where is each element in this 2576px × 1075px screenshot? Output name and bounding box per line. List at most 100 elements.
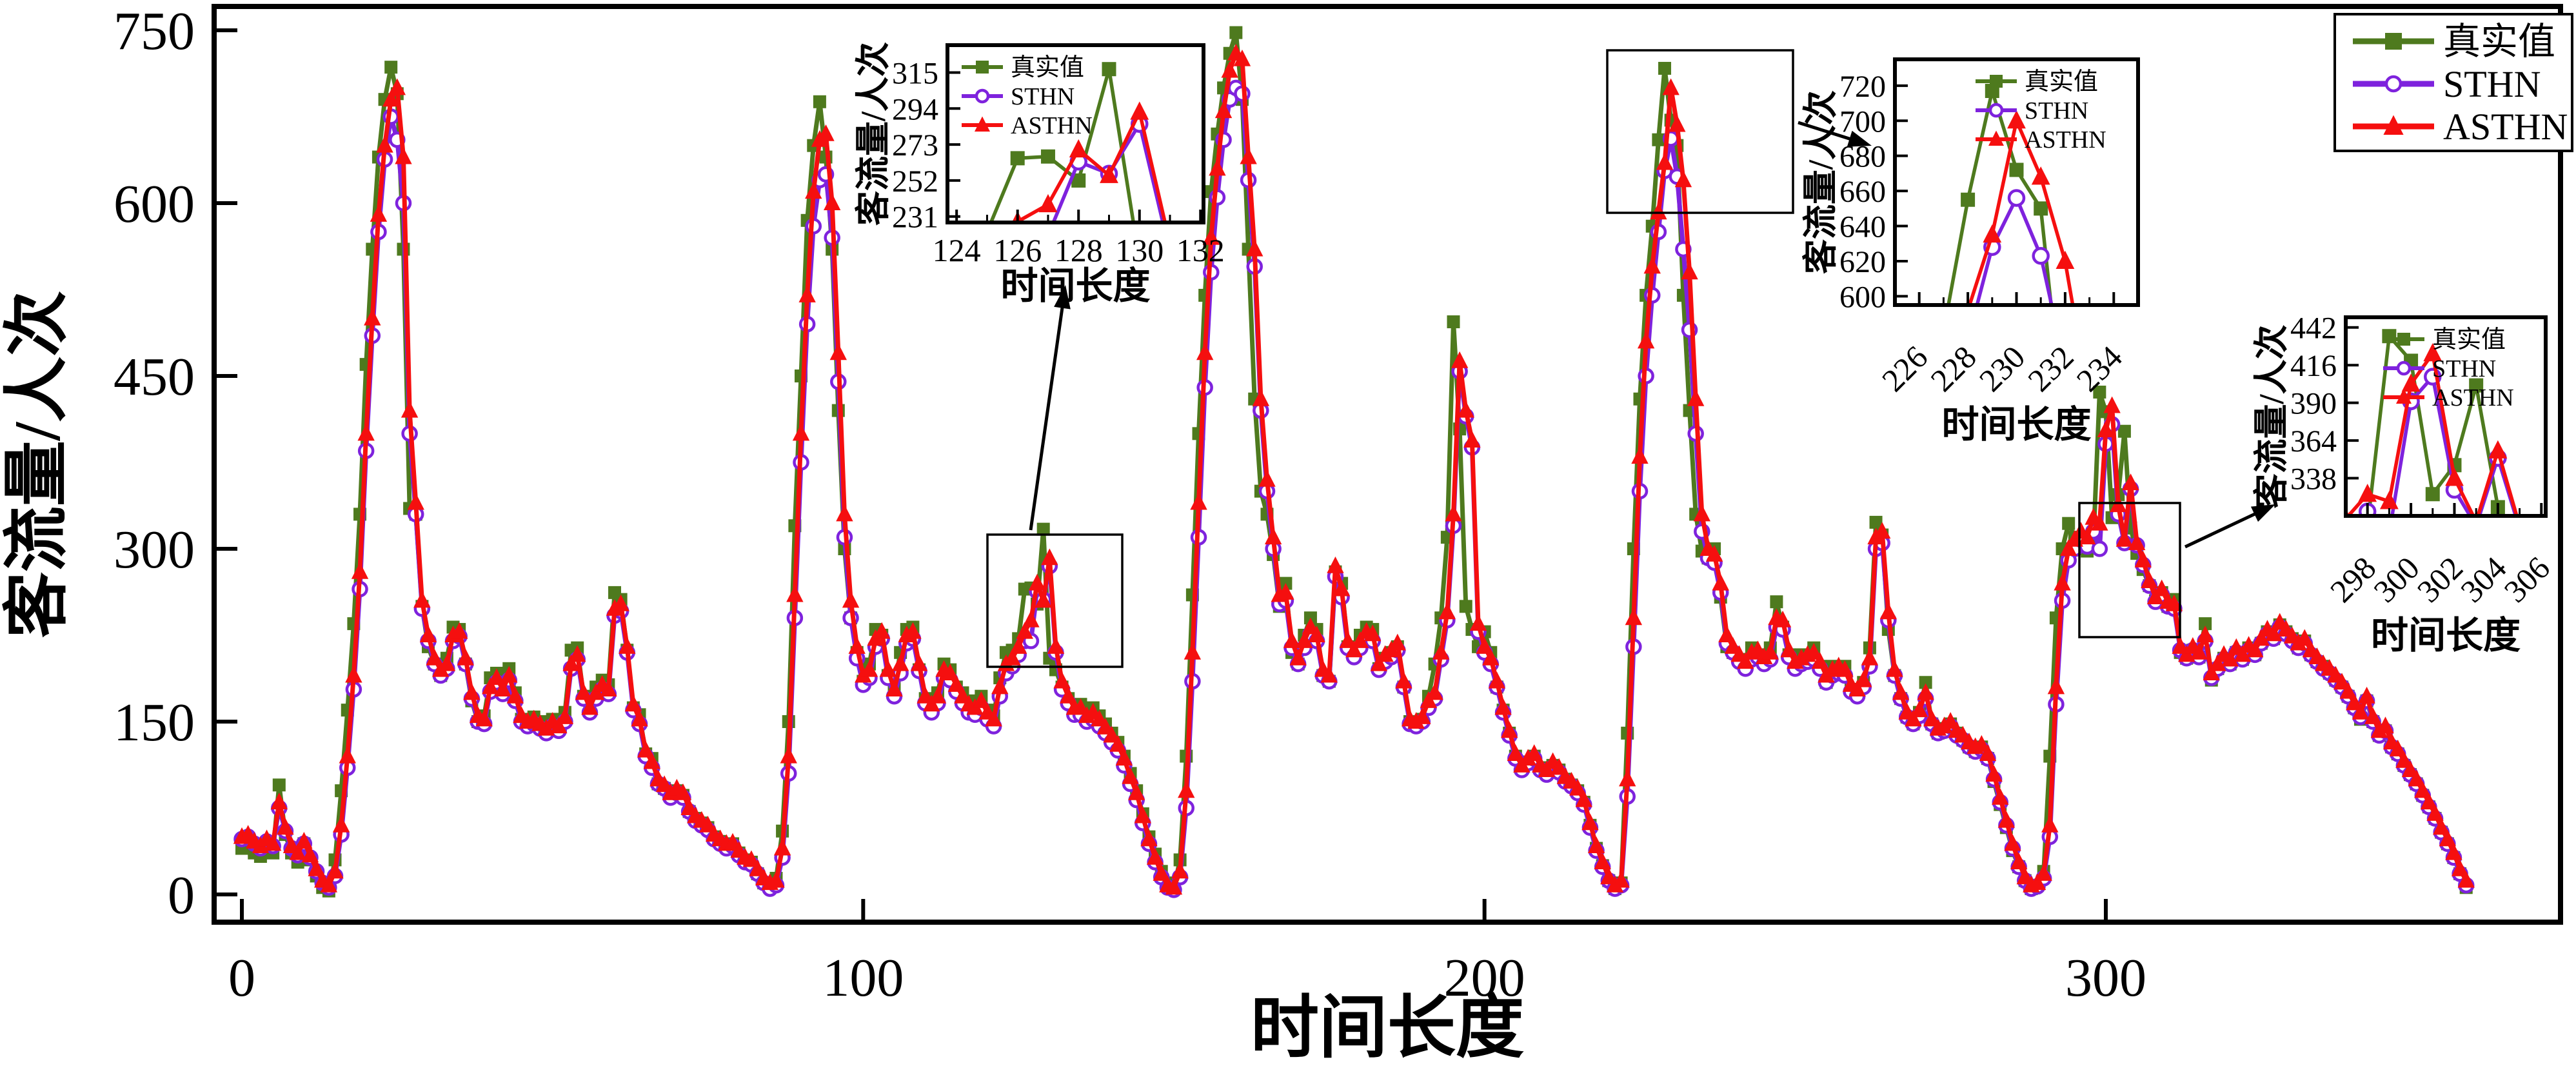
marker-triangle [1569, 778, 1587, 796]
marker-triangle [2401, 373, 2421, 392]
y-tick-label: 450 [114, 347, 195, 407]
marker-triangle [1184, 642, 1202, 660]
marker-triangle [1214, 101, 1233, 119]
marker-triangle [749, 859, 766, 876]
marker-triangle [1669, 115, 1686, 132]
marker-triangle [401, 400, 419, 418]
marker-triangle [270, 793, 288, 810]
marker-triangle [1625, 608, 1643, 626]
marker-triangle [2056, 250, 2075, 269]
series-markers [2346, 343, 2520, 516]
marker-triangle [1612, 871, 1630, 888]
marker-triangle [1643, 257, 1661, 274]
marker-triangle [1202, 228, 1220, 245]
marker-triangle [1979, 744, 1997, 762]
marker-square [2093, 386, 2106, 399]
marker-triangle [556, 707, 574, 724]
marker-triangle [1805, 642, 1823, 660]
marker-triangle [1146, 847, 1164, 865]
marker-triangle [2420, 793, 2438, 810]
series-markers [233, 43, 2475, 895]
main-plot [233, 26, 2475, 898]
marker-square [1869, 515, 1883, 529]
marker-triangle [413, 591, 431, 608]
marker-triangle [1395, 671, 1412, 689]
callouts [986, 49, 2275, 668]
inset-y-tick-label: 620 [1839, 245, 1886, 279]
marker-square [1036, 522, 1050, 536]
marker-square [1071, 173, 1086, 188]
marker-triangle [637, 740, 655, 758]
marker-triangle [1127, 783, 1145, 800]
legend-label: STHN [2443, 63, 2541, 105]
marker-triangle [1252, 389, 1270, 406]
marker-open-circle [2091, 540, 2108, 557]
marker-triangle [2153, 579, 2170, 597]
marker-square [2385, 33, 2402, 50]
marker-triangle [1351, 631, 1369, 648]
marker-triangle [973, 691, 990, 708]
inset-y-axis-title: 客流量/人次 [2252, 324, 2291, 508]
marker-triangle [1009, 637, 1027, 654]
marker-triangle [1780, 640, 1798, 658]
marker-triangle [1190, 493, 1207, 510]
marker-triangle [1886, 660, 1903, 677]
marker-triangle [2128, 533, 2146, 551]
marker-triangle [1494, 698, 1512, 715]
marker-triangle [2364, 707, 2382, 724]
marker-square [1652, 133, 1665, 146]
marker-triangle [351, 562, 369, 579]
marker-triangle [1153, 863, 1170, 881]
marker-triangle [2097, 420, 2115, 437]
marker-triangle [1476, 637, 1493, 654]
marker-triangle [2358, 686, 2375, 704]
marker-triangle [1060, 686, 1077, 704]
marker-triangle [2396, 388, 2412, 404]
marker-square [976, 61, 989, 74]
marker-triangle [910, 654, 928, 671]
marker-triangle [1811, 652, 1829, 669]
marker-square [1919, 676, 1932, 689]
marker-triangle [277, 818, 294, 835]
marker-triangle [1551, 758, 1568, 775]
marker-triangle [2401, 760, 2419, 778]
marker-triangle [1575, 790, 1592, 807]
marker-triangle [1426, 683, 1443, 700]
marker-triangle [773, 838, 791, 856]
plot-border [212, 4, 2563, 925]
inset-legend-label: ASTHN [2432, 384, 2514, 411]
marker-triangle [1109, 735, 1127, 752]
inset-x-tick-label: 128 [1055, 232, 1103, 268]
marker-triangle [2346, 693, 2363, 711]
marker-triangle [1122, 767, 1139, 784]
marker-open-circle [2384, 75, 2403, 93]
x-tick-label: 100 [822, 948, 904, 1008]
marker-triangle [494, 680, 511, 696]
inset-y-tick-label: 442 [2290, 311, 2337, 346]
marker-triangle [1712, 573, 1729, 591]
marker-triangle [2196, 626, 2214, 642]
marker-triangle [2389, 740, 2406, 756]
inset-legend-label: ASTHN [1011, 112, 1093, 139]
marker-triangle [1209, 159, 1226, 176]
marker-triangle [1004, 648, 1021, 666]
marker-triangle [407, 493, 424, 510]
marker-triangle [1718, 626, 1736, 642]
marker-triangle [947, 675, 966, 692]
inset-x-axis-title: 时间长度 [1941, 404, 2091, 446]
marker-triangle [463, 683, 481, 700]
legend-label: 真实值 [2443, 21, 2555, 63]
marker-triangle [457, 648, 474, 666]
inset-background [1895, 59, 2138, 305]
marker-triangle [1992, 788, 2009, 805]
marker-triangle [1053, 671, 1071, 689]
marker-triangle [805, 182, 822, 199]
marker-triangle [612, 594, 629, 611]
marker-triangle [1656, 153, 1674, 170]
marker-triangle [1836, 660, 1854, 677]
marker-triangle [2445, 843, 2462, 860]
marker-triangle [376, 135, 393, 153]
marker-triangle [345, 666, 362, 683]
